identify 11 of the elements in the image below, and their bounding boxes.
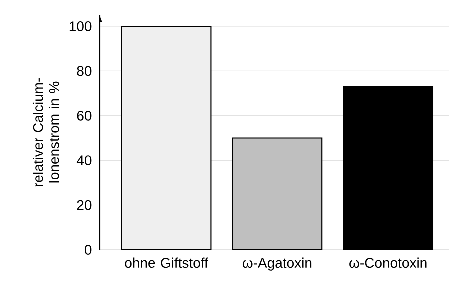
bar [343, 86, 434, 250]
y-tick-label: 20 [77, 200, 92, 210]
y-tick-label: 60 [77, 110, 92, 121]
x-tick-label: ω-Conotoxin [350, 258, 427, 268]
y-axis-title: relativer Calcium-Ionenstrom in % [32, 78, 60, 187]
y-tick-label: 80 [77, 66, 92, 76]
y-tick-label: 40 [76, 156, 92, 166]
y-tick-label: 0 [84, 245, 92, 255]
y-tick-label: 100 [70, 22, 92, 32]
x-tick-label: ohne Giftstoff [125, 258, 208, 268]
x-tick-label: ω-Agatoxin [242, 258, 312, 271]
